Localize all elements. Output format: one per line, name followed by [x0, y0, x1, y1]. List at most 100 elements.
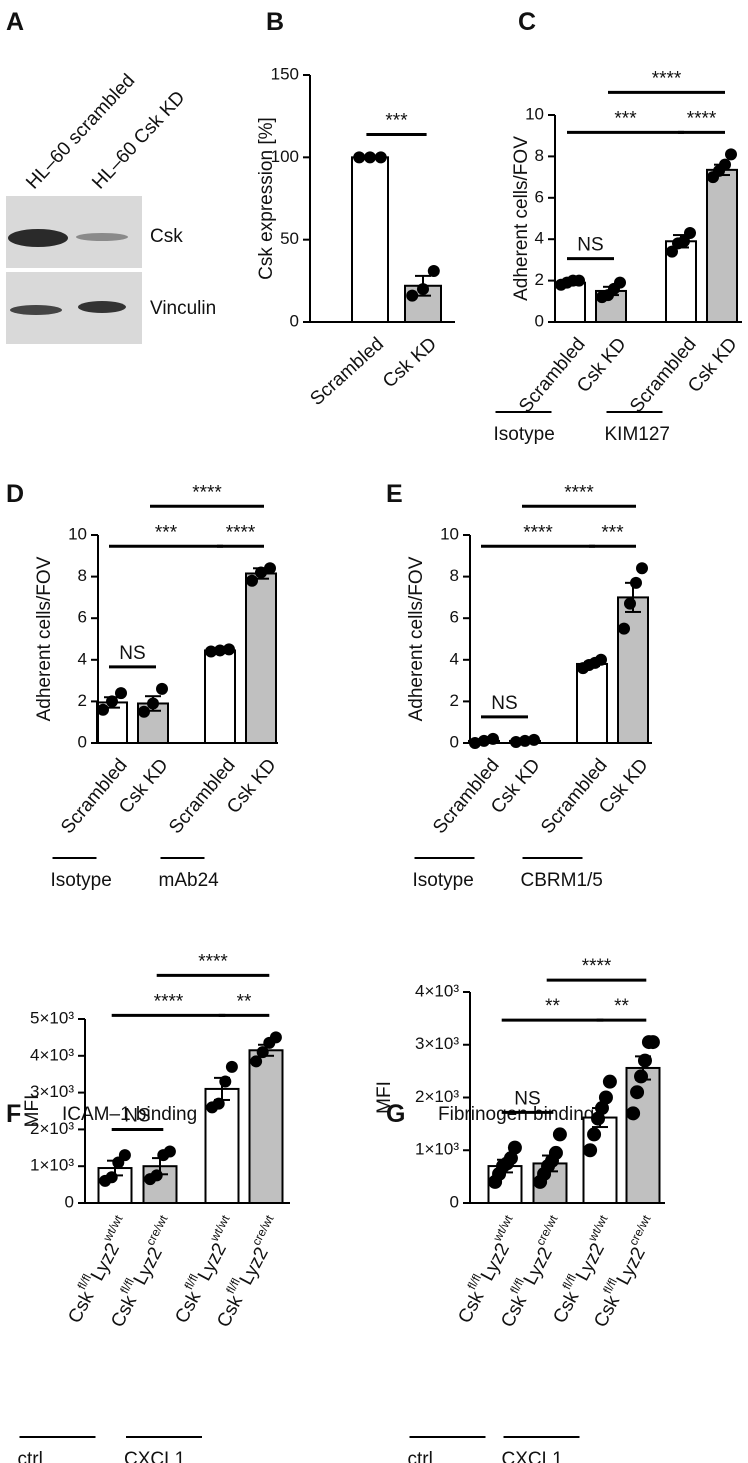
label-part: Csk [107, 1292, 141, 1331]
label-part: Lyz2 [87, 1240, 124, 1285]
label-part: fl/fl [223, 1276, 243, 1296]
data-point [634, 1069, 649, 1084]
y-tick-label: 0 [290, 311, 299, 330]
data-point [684, 226, 696, 239]
label-part: Csk [64, 1288, 98, 1327]
blot-band [78, 301, 126, 313]
data-point [510, 735, 522, 748]
bar [706, 168, 738, 323]
data-point [591, 1111, 606, 1126]
bar [204, 649, 236, 744]
label-part: wt/wt [490, 1212, 516, 1244]
y-tick-label: 8 [535, 146, 544, 165]
y-tick-label: 4 [78, 649, 87, 668]
data-point [106, 695, 118, 708]
label-part: fl/fl [181, 1272, 201, 1292]
bar [617, 596, 649, 745]
lane-label: HL–60 scrambled [22, 70, 139, 193]
band-label: Vinculin [150, 298, 216, 319]
data-point [250, 1055, 263, 1068]
y-axis-label: Adherent cells/FOV [406, 556, 427, 721]
data-point [719, 158, 731, 171]
label-part: Csk [213, 1292, 247, 1331]
data-point [225, 1060, 238, 1073]
significance-label: *** [601, 522, 624, 543]
label-part: cre/wt [533, 1212, 561, 1247]
y-axis-label: Adherent cells/FOV [34, 556, 55, 721]
data-point [587, 1127, 602, 1142]
y-axis-label: Adherent cells/FOV [511, 136, 532, 301]
label-part: fl/fl [74, 1272, 94, 1292]
y-tick-label: 3×10³ [415, 1034, 459, 1053]
data-point [353, 151, 366, 164]
significance-label: NS [577, 235, 603, 256]
data-point [573, 274, 585, 287]
y-tick-label: 0 [65, 1192, 74, 1211]
blot-band [8, 229, 68, 247]
panel-letter: B [266, 8, 284, 36]
data-point [150, 1169, 163, 1182]
label-part: fl/fl [600, 1276, 620, 1296]
data-point [624, 597, 636, 610]
chart-title: ICAM–1 binding [62, 1104, 197, 1125]
label-part: wt/wt [585, 1212, 611, 1244]
data-point [212, 1097, 225, 1110]
y-tick-label: 2 [450, 691, 459, 710]
significance-label: NS [491, 693, 517, 714]
data-point [406, 289, 419, 302]
label-part: fl/fl [464, 1272, 484, 1292]
significance-label: NS [514, 1088, 540, 1109]
label-part: fl/fl [559, 1272, 579, 1292]
data-point [417, 283, 429, 296]
data-point [105, 1171, 118, 1184]
panel-letter: E [386, 480, 403, 508]
y-tick-label: 10 [68, 524, 87, 543]
bar [248, 1049, 284, 1205]
significance-label: **** [523, 522, 553, 543]
significance-label: **** [226, 522, 256, 543]
bar [245, 572, 277, 744]
y-tick-label: 6 [78, 608, 87, 627]
data-point [503, 1151, 518, 1166]
y-tick-label: 10 [440, 524, 459, 543]
data-point [156, 682, 168, 695]
data-point [598, 1090, 613, 1105]
group-label: Isotype [413, 870, 474, 891]
data-point [552, 1127, 567, 1142]
data-point [246, 574, 258, 587]
y-tick-label: 150 [271, 64, 299, 83]
data-point [594, 1101, 609, 1116]
data-point [666, 245, 678, 258]
data-point [595, 653, 607, 666]
y-tick-label: 1×10³ [415, 1140, 459, 1159]
y-tick-label: 0 [450, 732, 459, 751]
significance-label: ** [545, 996, 560, 1017]
significance-label: *** [614, 108, 637, 129]
y-tick-label: 1×10³ [30, 1156, 74, 1175]
significance-label: **** [582, 956, 612, 977]
group-label: CBRM1/5 [521, 870, 603, 891]
y-tick-label: 0 [450, 1192, 459, 1211]
chart-title: Fibrinogen binding [438, 1104, 594, 1125]
data-point [264, 562, 276, 575]
panel-letter: A [6, 8, 24, 36]
significance-label: **** [154, 991, 184, 1012]
panel-letter: D [6, 480, 24, 508]
data-point [364, 151, 376, 164]
label-part: wt/wt [207, 1212, 233, 1244]
label-part: cre/wt [143, 1212, 171, 1247]
x-tick-label: Scrambled [306, 334, 388, 410]
y-tick-label: 50 [280, 229, 299, 248]
data-point [630, 1085, 645, 1100]
y-tick-label: 2×10³ [30, 1119, 74, 1138]
significance-label: **** [687, 108, 717, 129]
y-tick-label: 3×10³ [30, 1082, 74, 1101]
label-part: Csk [454, 1288, 488, 1327]
label-part: Lyz2 [613, 1244, 650, 1289]
panel-letter: F [6, 1100, 21, 1128]
label-part: Lyz2 [520, 1244, 557, 1289]
bar [576, 662, 608, 745]
data-point [548, 1145, 563, 1160]
significance-label: ** [237, 991, 252, 1012]
